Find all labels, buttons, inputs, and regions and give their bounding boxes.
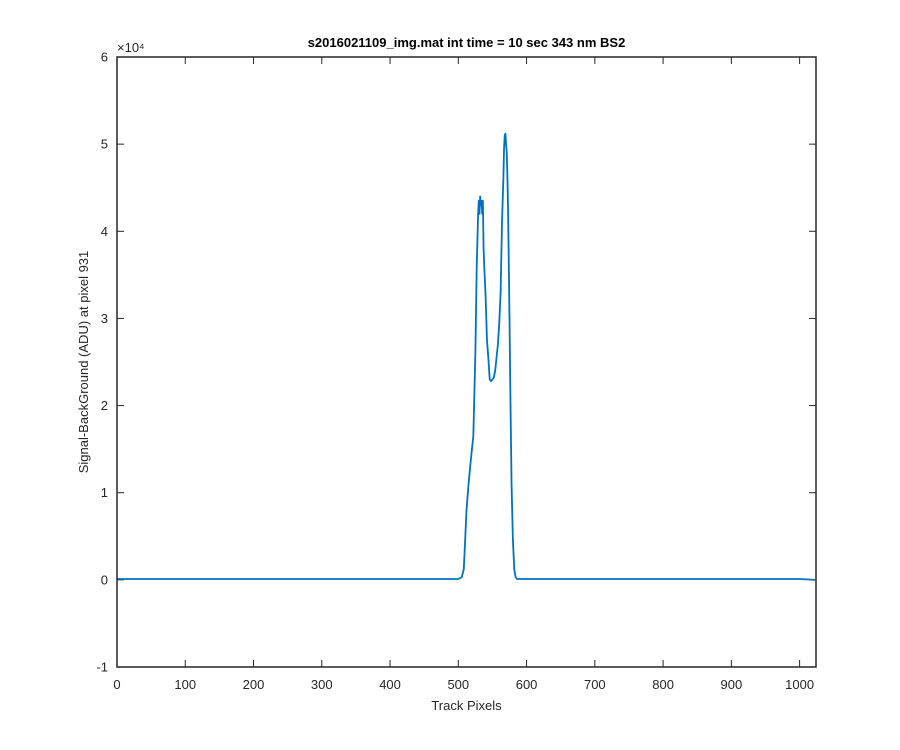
y-tick-label: -1 bbox=[96, 660, 108, 675]
x-tick-label: 100 bbox=[174, 677, 196, 692]
x-tick-label: 800 bbox=[652, 677, 674, 692]
series-line bbox=[117, 132, 817, 581]
x-tick-label: 500 bbox=[447, 677, 469, 692]
x-tick-label: 400 bbox=[379, 677, 401, 692]
y-tick-label: 4 bbox=[101, 224, 108, 239]
axis-ticks bbox=[116, 56, 816, 668]
y-tick-label: 2 bbox=[101, 398, 108, 413]
y-tick-label: 5 bbox=[101, 137, 108, 152]
y-axis-exponent: ×10⁴ bbox=[117, 40, 145, 55]
chart-title: s2016021109_img.mat int time = 10 sec 34… bbox=[308, 35, 626, 50]
x-tick-label: 600 bbox=[516, 677, 538, 692]
y-tick-label: 0 bbox=[101, 572, 108, 587]
x-tick-label: 900 bbox=[721, 677, 743, 692]
tick-labels: 0 100 200 300 400 500 600 700 800 900 1000 -1 0 1 2 3 4 5… bbox=[96, 50, 814, 693]
y-tick-label: 3 bbox=[101, 311, 108, 326]
x-tick-label: 0 bbox=[113, 677, 120, 692]
x-axis-label: Track Pixels bbox=[431, 698, 502, 713]
x-tick-label: 1000 bbox=[785, 677, 814, 692]
axes-frame bbox=[116, 56, 817, 668]
y-axis-label: Signal-BackGround (ADU) at pixel 931 bbox=[76, 251, 91, 474]
y-tick-label: 6 bbox=[101, 50, 108, 65]
plot-area bbox=[117, 57, 816, 667]
x-tick-label: 700 bbox=[584, 677, 606, 692]
x-tick-label: 300 bbox=[311, 677, 333, 692]
y-tick-label: 1 bbox=[101, 485, 108, 500]
x-tick-label: 200 bbox=[243, 677, 265, 692]
series-layer bbox=[117, 132, 817, 581]
